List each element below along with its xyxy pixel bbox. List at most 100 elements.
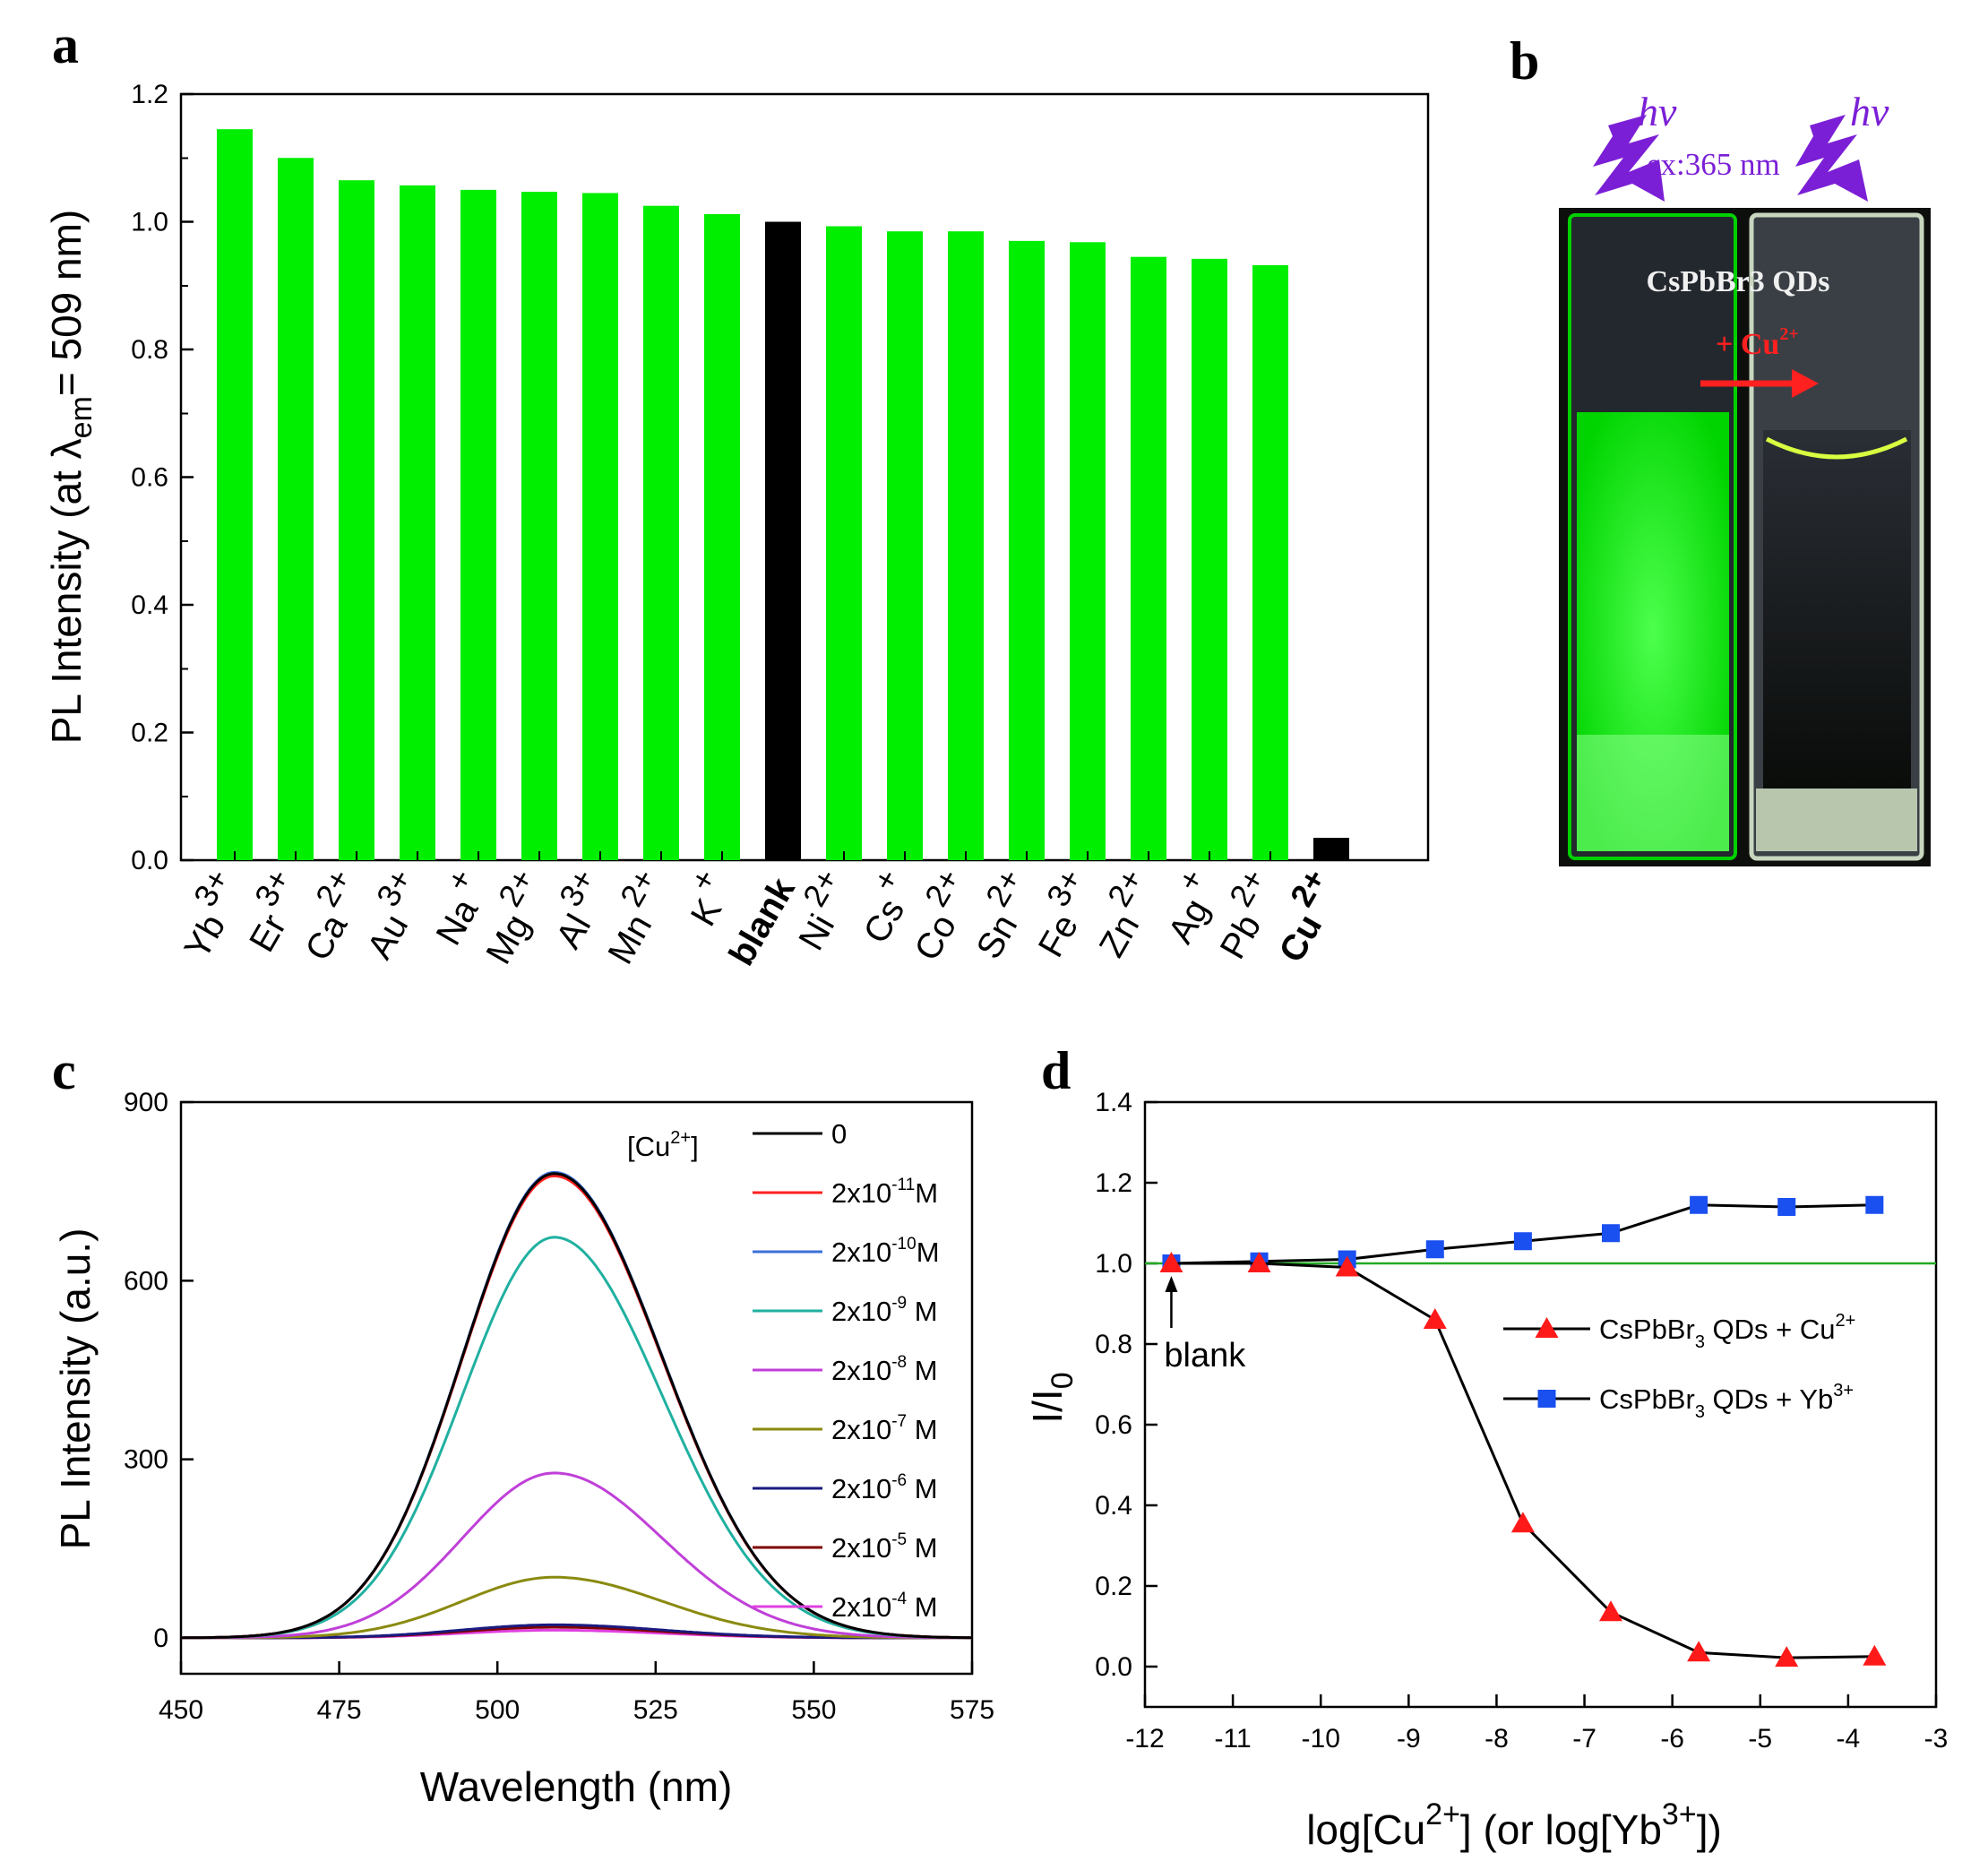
panel-d-axes: -12 -11 -10 -9 -8 -7 -6 -5 -4 -3 0.0 0.2 0.4 0.6 0.8 1.… bbox=[1095, 1088, 1948, 1754]
cuvette-left-base-glow bbox=[1577, 735, 1729, 851]
x-tick-label: -11 bbox=[1215, 1724, 1252, 1754]
x-tick-label: -4 bbox=[1837, 1724, 1861, 1754]
spectrum-curve bbox=[180, 1471, 972, 1640]
x-tick-label: -10 bbox=[1302, 1724, 1340, 1754]
panel-a-y-axis-title: PL Intensity (at λem= 509 nm) bbox=[43, 210, 99, 745]
y-tick-label: 0.8 bbox=[1095, 1330, 1132, 1359]
bar bbox=[217, 129, 253, 860]
legend-square-marker bbox=[1537, 1390, 1556, 1408]
legend-label: 2x10-6 M bbox=[831, 1471, 938, 1504]
category-label: Zn2+ bbox=[1077, 863, 1168, 964]
bar bbox=[643, 205, 679, 860]
panel-d-plot-frame bbox=[1143, 1100, 1938, 1709]
triangle-marker bbox=[1863, 1644, 1887, 1666]
triangle-marker bbox=[1510, 1512, 1535, 1533]
legend-label: 2x10-10M bbox=[831, 1235, 940, 1268]
y-tick-label: 1.0 bbox=[131, 208, 168, 237]
hv-label-right: hv bbox=[1850, 89, 1889, 134]
panel-c-letter: c bbox=[52, 1041, 76, 1100]
blank-arrow-head-icon bbox=[1165, 1276, 1178, 1292]
square-marker bbox=[1690, 1195, 1708, 1214]
cuvette-right-base bbox=[1756, 789, 1917, 851]
square-marker bbox=[1601, 1224, 1620, 1243]
panel-a-bars bbox=[217, 129, 1349, 861]
y-tick-label: 0.6 bbox=[1095, 1410, 1132, 1440]
triangle-marker bbox=[1598, 1600, 1622, 1622]
panel-c-plot-frame bbox=[179, 1100, 974, 1676]
y-tick-label: 300 bbox=[124, 1445, 168, 1475]
panel-b-letter: b bbox=[1510, 31, 1539, 90]
panel-c-spectra-chart: c 450 475 500 525 550 575 0 300 600 900 [Cu2+] 0 2x… bbox=[52, 1041, 994, 1810]
legend-label: CsPbBr3 QDs + Yb3+ bbox=[1599, 1381, 1854, 1422]
y-tick-label: 0.0 bbox=[1095, 1652, 1132, 1682]
bar bbox=[1009, 240, 1045, 860]
reaction-label: + Cu2+ bbox=[1716, 324, 1799, 361]
panel-d-series: blank bbox=[1145, 1195, 1936, 1667]
panel-d-letter: d bbox=[1041, 1041, 1071, 1100]
y-tick-label: 1.4 bbox=[1095, 1088, 1132, 1117]
y-tick-label: 1.0 bbox=[1095, 1249, 1132, 1279]
panel-d-legend: CsPbBr3 QDs + Cu2+ CsPbBr3 QDs + Yb3+ bbox=[1503, 1311, 1855, 1422]
panel-b-photo: b hv hv ex:365 nm CsPbBr3 QDs + Cu2+ bbox=[1510, 31, 1931, 866]
y-tick-label: 600 bbox=[124, 1266, 168, 1296]
category-label: Mn2+ bbox=[585, 863, 681, 971]
legend-label: 2x10-11M bbox=[831, 1176, 938, 1209]
spectrum-curve bbox=[181, 1575, 972, 1640]
panel-c-axes: 450 475 500 525 550 575 0 300 600 900 bbox=[124, 1088, 994, 1725]
panel-c-y-axis-title: PL Intensity (a.u.) bbox=[52, 1228, 99, 1550]
square-marker bbox=[1425, 1240, 1444, 1259]
bar bbox=[582, 193, 618, 860]
cuvette-label: CsPbBr3 QDs bbox=[1647, 265, 1830, 298]
panel-a-category-labels: Yb3+Er3+Ca2+Au3+Na+Mg2+Al3+Mn2+ K+blankNi… bbox=[161, 863, 1333, 972]
legend-label: 2x10-9 M bbox=[831, 1294, 938, 1327]
triangle-marker bbox=[1159, 1252, 1183, 1272]
y-tick-label: 1.2 bbox=[131, 80, 168, 109]
x-tick-label: 550 bbox=[791, 1695, 836, 1725]
reaction-arrow-head-icon bbox=[1792, 369, 1819, 398]
x-tick-label: 575 bbox=[950, 1695, 994, 1725]
x-tick-label: 500 bbox=[475, 1695, 520, 1725]
lightning-bolt-left-icon bbox=[1593, 115, 1665, 202]
x-tick-label: -5 bbox=[1748, 1724, 1772, 1754]
bar bbox=[887, 231, 923, 860]
bar bbox=[765, 221, 801, 860]
legend-label: CsPbBr3 QDs + Cu2+ bbox=[1599, 1311, 1855, 1352]
x-tick-label: 475 bbox=[317, 1695, 362, 1725]
y-tick-label: 900 bbox=[124, 1088, 168, 1117]
y-tick-label: 0.4 bbox=[131, 590, 168, 620]
lightning-bolt-right-icon bbox=[1795, 115, 1868, 202]
y-tick-label: 1.2 bbox=[1095, 1168, 1132, 1198]
category-label: Cs+ bbox=[840, 863, 924, 951]
bar bbox=[278, 158, 314, 860]
legend-label: 2x10-8 M bbox=[831, 1353, 938, 1386]
cuvette-right-meniscus bbox=[1765, 436, 1908, 460]
excitation-label: ex:365 nm bbox=[1647, 147, 1780, 182]
legend-label: 2x10-7 M bbox=[831, 1412, 938, 1445]
panel-d-y-axis-title: I/I0 bbox=[1024, 1372, 1080, 1423]
y-tick-label: 0.0 bbox=[131, 846, 168, 875]
category-label: Ca2+ bbox=[282, 863, 376, 968]
legend-label: 2x10-4 M bbox=[831, 1590, 938, 1623]
triangle-marker bbox=[1775, 1646, 1799, 1667]
panel-c-legend: [Cu2+] 0 2x10-11M 2x10-10M 2x10-9 M 2x10-8 M 2… bbox=[627, 1118, 940, 1623]
triangle-marker bbox=[1247, 1252, 1271, 1272]
legend-label: 0 bbox=[831, 1118, 847, 1150]
panel-a-y-axis: 0.0 0.2 0.4 0.6 0.8 1.0 1.2 bbox=[131, 80, 194, 875]
panel-d-x-axis-title: log[Cu2+] (or log[Yb3+]) bbox=[1306, 1797, 1722, 1853]
category-label: Yb3+ bbox=[161, 863, 254, 966]
bar bbox=[1070, 242, 1106, 860]
panel-a-bar-chart: a 0.0 0.2 0.4 0.6 0.8 1.0 1.2 Yb3+Er3+Ca2+Au3+… bbox=[43, 15, 1430, 972]
x-tick-label: 525 bbox=[633, 1695, 678, 1725]
x-tick-label: 450 bbox=[159, 1695, 203, 1725]
bar bbox=[704, 213, 740, 860]
legend-triangle-marker bbox=[1535, 1317, 1559, 1338]
x-tick-label: -6 bbox=[1660, 1724, 1684, 1754]
y-tick-label: 0.4 bbox=[1095, 1491, 1132, 1521]
triangle-marker bbox=[1335, 1255, 1359, 1277]
category-label: K+ bbox=[668, 863, 742, 934]
category-label: Fe3+ bbox=[1016, 863, 1107, 964]
legend-title: [Cu2+] bbox=[627, 1128, 699, 1162]
bar bbox=[1252, 264, 1288, 860]
panel-c-x-axis-title: Wavelength (nm) bbox=[420, 1763, 733, 1810]
